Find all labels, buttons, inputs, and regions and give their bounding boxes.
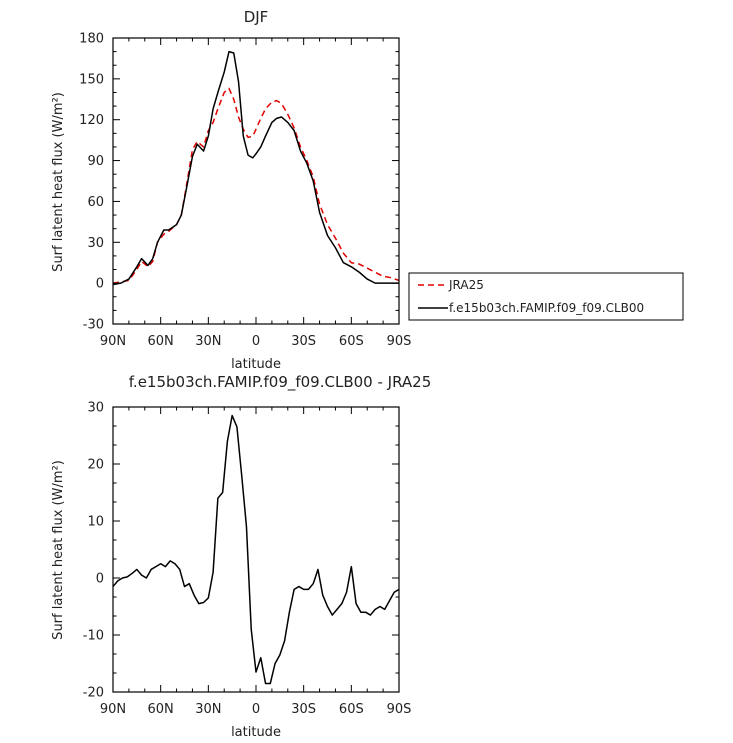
legend-box [408, 272, 684, 321]
x-tick-label: 90N [100, 334, 126, 349]
y-tick-label: 20 [87, 458, 104, 473]
y-tick-label: 0 [96, 572, 104, 587]
x-tick-label: 90N [100, 702, 126, 717]
y-tick-label: 60 [87, 195, 104, 210]
plot-frame [112, 406, 400, 693]
y-tick-label: 10 [87, 515, 104, 530]
legend: JRA25 f.e15b03ch.FAMIP.f09_f09.CLB00 [408, 272, 684, 321]
y-tick-label: 90 [87, 154, 104, 169]
x-tick-label: 60S [339, 334, 364, 349]
y-tick-label: 120 [79, 113, 104, 128]
series-line-0 [112, 414, 400, 685]
x-axis-label: latitude [231, 357, 281, 372]
x-tick-label: 30N [195, 334, 221, 349]
y-tick-label: 150 [79, 72, 104, 87]
x-tick-label: 90S [387, 334, 412, 349]
y-tick-label: -20 [83, 686, 104, 701]
x-tick-label: 30N [195, 702, 221, 717]
x-tick-label: 60S [339, 702, 364, 717]
y-tick-label: 30 [87, 236, 104, 251]
x-axis-label: latitude [231, 725, 281, 740]
chart-title: DJF [244, 8, 269, 26]
x-tick-label: 0 [252, 702, 260, 717]
x-tick-label: 60N [148, 334, 174, 349]
y-tick-label: 30 [87, 401, 104, 416]
y-tick-label: -10 [83, 629, 104, 644]
x-tick-label: 0 [252, 334, 260, 349]
legend-label-jra25: JRA25 [448, 278, 484, 292]
legend-label-model: f.e15b03ch.FAMIP.f09_f09.CLB00 [449, 301, 644, 315]
plot-frame [112, 37, 400, 325]
y-tick-label: 0 [96, 277, 104, 292]
x-tick-label: 90S [387, 702, 412, 717]
x-tick-label: 30S [291, 702, 316, 717]
x-tick-label: 30S [291, 334, 316, 349]
y-tick-label: 180 [79, 32, 104, 47]
series-line-1 [112, 50, 399, 286]
y-tick-label: -30 [83, 318, 104, 333]
bottom-line-chart: f.e15b03ch.FAMIP.f09_f09.CLB00 - JRA25 9… [51, 373, 431, 740]
y-axis-label: Surf latent heat flux (W/m²) [51, 460, 66, 640]
y-axis-label: Surf latent heat flux (W/m²) [51, 92, 66, 272]
series-line-0 [112, 87, 400, 284]
chart-title: f.e15b03ch.FAMIP.f09_f09.CLB00 - JRA25 [129, 373, 432, 392]
top-line-chart: DJF 90N 60N 30N 0 30S 60S 90S -30 0 30 60 90 120 150 1… [51, 8, 684, 372]
x-tick-label: 60N [148, 702, 174, 717]
